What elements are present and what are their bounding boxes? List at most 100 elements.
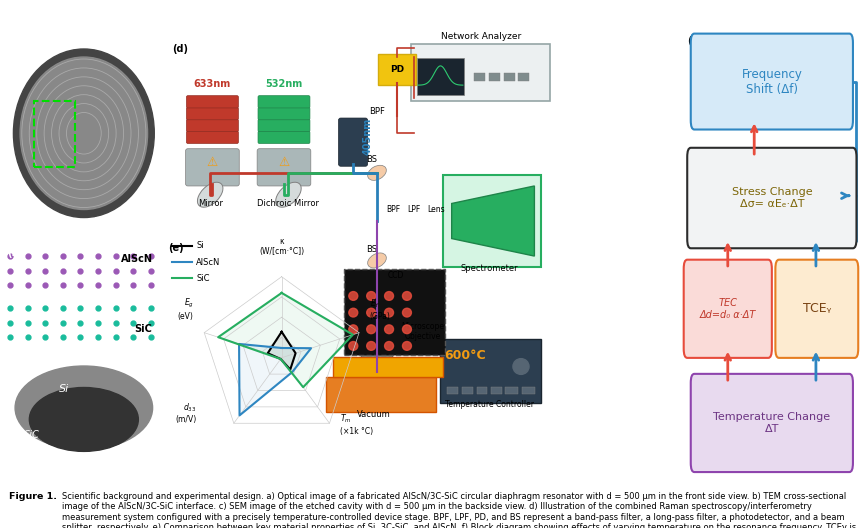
Text: SiC: SiC <box>134 324 152 334</box>
Bar <box>447 387 458 394</box>
Text: (c): (c) <box>7 365 22 375</box>
Text: 532nm: 532nm <box>266 79 303 89</box>
Circle shape <box>349 342 358 350</box>
Circle shape <box>513 359 529 374</box>
Ellipse shape <box>276 182 301 207</box>
Bar <box>462 387 473 394</box>
Bar <box>34 101 76 167</box>
Text: $T_m$
(×1k °C): $T_m$ (×1k °C) <box>341 413 373 436</box>
Text: Stress Change
Δσ= αEₑ·ΔT: Stress Change Δσ= αEₑ·ΔT <box>732 187 812 209</box>
Text: Dichroic Mirror: Dichroic Mirror <box>257 199 319 208</box>
Text: (d): (d) <box>172 43 188 53</box>
Circle shape <box>366 342 376 350</box>
Circle shape <box>349 325 358 334</box>
Circle shape <box>20 57 148 210</box>
Text: 405nm: 405nm <box>363 118 372 155</box>
Circle shape <box>402 325 411 334</box>
Polygon shape <box>267 332 296 370</box>
FancyBboxPatch shape <box>187 119 238 131</box>
Circle shape <box>384 291 394 300</box>
Polygon shape <box>333 357 443 376</box>
Circle shape <box>349 291 358 300</box>
Text: PD: PD <box>390 65 404 74</box>
FancyBboxPatch shape <box>258 119 310 131</box>
Circle shape <box>366 308 376 317</box>
Text: (e): (e) <box>168 243 183 253</box>
Text: CCD: CCD <box>388 271 404 280</box>
FancyBboxPatch shape <box>411 43 550 100</box>
Text: ⚠: ⚠ <box>206 156 218 169</box>
Text: TEC
Δd=d₀ α·ΔT: TEC Δd=d₀ α·ΔT <box>699 298 756 319</box>
Text: LPF: LPF <box>407 205 421 214</box>
Circle shape <box>402 342 411 350</box>
FancyBboxPatch shape <box>187 96 238 108</box>
Text: Temperature Change
ΔT: Temperature Change ΔT <box>713 412 831 434</box>
FancyBboxPatch shape <box>776 260 858 358</box>
FancyBboxPatch shape <box>186 149 239 186</box>
FancyBboxPatch shape <box>258 131 310 144</box>
Circle shape <box>384 342 394 350</box>
Text: (a): (a) <box>7 45 22 55</box>
Ellipse shape <box>368 253 386 268</box>
Text: Frequency
Shift (Δf): Frequency Shift (Δf) <box>741 68 802 96</box>
Text: SiC: SiC <box>23 430 40 440</box>
Bar <box>519 73 530 81</box>
FancyBboxPatch shape <box>187 108 238 120</box>
FancyBboxPatch shape <box>344 269 445 355</box>
FancyBboxPatch shape <box>258 96 310 108</box>
Bar <box>491 387 502 394</box>
FancyBboxPatch shape <box>417 58 464 95</box>
Circle shape <box>366 325 376 334</box>
Text: 10kV  X110  100μm  22.50 SEI: 10kV X110 100μm 22.50 SEI <box>3 464 98 469</box>
Text: Figure 1.: Figure 1. <box>9 492 57 501</box>
Circle shape <box>349 308 358 317</box>
Bar <box>522 387 535 394</box>
FancyBboxPatch shape <box>339 118 367 166</box>
Text: Si: Si <box>196 241 204 250</box>
Polygon shape <box>218 293 353 387</box>
Text: SiC: SiC <box>196 274 210 283</box>
Ellipse shape <box>368 165 386 181</box>
Text: Lens: Lens <box>427 205 445 214</box>
Text: Temperature Controller: Temperature Controller <box>445 400 534 409</box>
Polygon shape <box>239 344 311 416</box>
Ellipse shape <box>15 366 152 450</box>
Text: Si: Si <box>58 383 69 393</box>
Text: AlScN: AlScN <box>120 254 153 263</box>
Text: ⚠: ⚠ <box>279 156 290 169</box>
Text: 633nm: 633nm <box>194 79 231 89</box>
FancyBboxPatch shape <box>378 54 416 85</box>
FancyBboxPatch shape <box>691 374 853 472</box>
Circle shape <box>14 49 154 218</box>
Text: Mirror: Mirror <box>198 199 223 208</box>
Text: $E_Y$
(GPa): $E_Y$ (GPa) <box>370 298 390 320</box>
FancyBboxPatch shape <box>691 34 853 129</box>
Text: $d_{33}$
(m/V): $d_{33}$ (m/V) <box>175 401 196 425</box>
Text: (f): (f) <box>687 36 701 46</box>
Bar <box>504 73 515 81</box>
Circle shape <box>384 308 394 317</box>
Polygon shape <box>327 376 436 412</box>
Text: (b): (b) <box>7 248 23 258</box>
FancyBboxPatch shape <box>440 340 541 403</box>
Polygon shape <box>366 374 388 399</box>
Circle shape <box>402 308 411 317</box>
Bar <box>474 73 485 81</box>
Text: BS: BS <box>366 244 377 253</box>
Ellipse shape <box>198 182 223 207</box>
Text: AlScN: AlScN <box>196 258 220 267</box>
Text: BPF: BPF <box>369 107 385 116</box>
Text: 100μm: 100μm <box>106 223 135 232</box>
FancyBboxPatch shape <box>187 131 238 144</box>
Ellipse shape <box>29 388 138 451</box>
Text: Microscope
Objective: Microscope Objective <box>402 322 445 341</box>
FancyBboxPatch shape <box>443 175 541 267</box>
Circle shape <box>384 325 394 334</box>
FancyBboxPatch shape <box>687 148 857 248</box>
Bar <box>476 387 488 394</box>
Bar <box>488 73 500 81</box>
Text: Network Analyzer: Network Analyzer <box>440 32 521 41</box>
FancyBboxPatch shape <box>258 108 310 120</box>
Text: 600°C: 600°C <box>445 349 486 362</box>
Circle shape <box>366 291 376 300</box>
